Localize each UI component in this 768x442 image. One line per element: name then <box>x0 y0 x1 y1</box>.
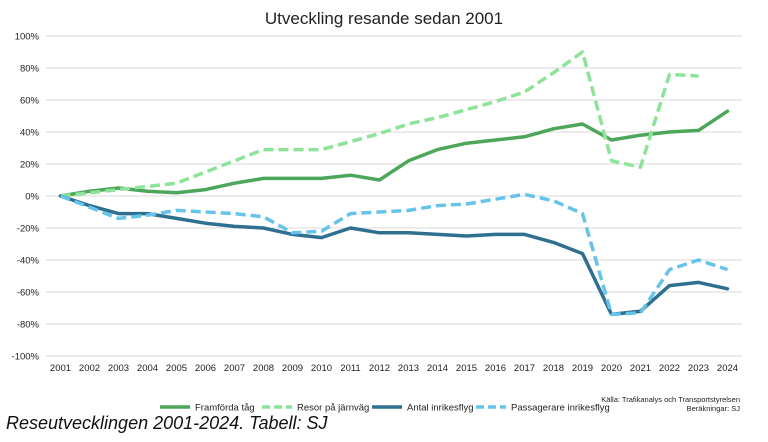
x-tick-label: 2019 <box>572 363 593 374</box>
x-tick-label: 2004 <box>137 363 158 374</box>
legend-label: Resor på järnväg <box>297 403 369 414</box>
source-line: Beräkningar: SJ <box>687 404 741 413</box>
y-tick-label: -40% <box>17 256 40 267</box>
chart-title: Utveckling resande sedan 2001 <box>265 9 503 28</box>
y-tick-label: 80% <box>20 64 40 75</box>
source-note: Källa: Trafikanalys och Transportstyrels… <box>601 395 740 413</box>
x-tick-label: 2018 <box>543 363 564 374</box>
legend-label: Antal inrikesflyg <box>407 403 474 414</box>
x-tick-label: 2009 <box>282 363 303 374</box>
y-tick-label: 60% <box>20 96 40 107</box>
x-tick-label: 2022 <box>659 363 680 374</box>
series-line <box>58 109 730 198</box>
x-tick-label: 2017 <box>514 363 535 374</box>
series-lines <box>58 50 730 317</box>
y-tick-label: -20% <box>17 224 40 235</box>
y-tick-label: -60% <box>17 288 40 299</box>
x-tick-label: 2008 <box>253 363 274 374</box>
x-tick-label: 2003 <box>108 363 129 374</box>
legend: Framförda tåg Resor på järnväg Antal inrik… <box>160 403 610 414</box>
x-tick-label: 2014 <box>427 363 448 374</box>
source-line: Källa: Trafikanalys och Transportstyrels… <box>601 395 740 404</box>
x-tick-label: 2006 <box>195 363 216 374</box>
legend-label: Framförda tåg <box>195 403 255 414</box>
y-tick-label: 20% <box>20 160 40 171</box>
y-tick-label: 40% <box>20 128 40 139</box>
series-line <box>59 192 729 317</box>
x-tick-label: 2015 <box>456 363 477 374</box>
series-line <box>60 50 699 198</box>
image-caption: Reseutvecklingen 2001-2024. Tabell: SJ <box>6 413 328 433</box>
x-tick-label: 2002 <box>79 363 100 374</box>
x-tick-label: 2005 <box>166 363 187 374</box>
x-axis-ticks: 2001 2002 2003 2004 2005 2006 2007 2008 2009 2010… <box>50 363 738 374</box>
y-tick-label: -100% <box>12 352 40 363</box>
legend-label: Passagerare inrikesflyg <box>511 403 610 414</box>
x-tick-label: 2010 <box>311 363 332 374</box>
y-tick-label: -80% <box>17 320 40 331</box>
x-tick-label: 2021 <box>630 363 651 374</box>
x-tick-label: 2011 <box>340 363 360 374</box>
x-tick-label: 2007 <box>224 363 245 374</box>
x-tick-label: 2023 <box>688 363 709 374</box>
x-tick-label: 2020 <box>601 363 622 374</box>
series-line <box>58 194 730 317</box>
y-axis-ticks: 100% 80% 60% 40% 20% 0% -20% -40% -60% -80% -100% <box>12 32 40 363</box>
x-tick-label: 2016 <box>485 363 506 374</box>
x-tick-label: 2024 <box>717 363 738 374</box>
y-tick-label: 100% <box>15 32 40 43</box>
x-tick-label: 2001 <box>50 363 71 374</box>
gridlines <box>46 35 742 357</box>
y-tick-label: 0% <box>25 192 39 203</box>
x-tick-label: 2012 <box>369 363 390 374</box>
x-tick-label: 2013 <box>398 363 419 374</box>
